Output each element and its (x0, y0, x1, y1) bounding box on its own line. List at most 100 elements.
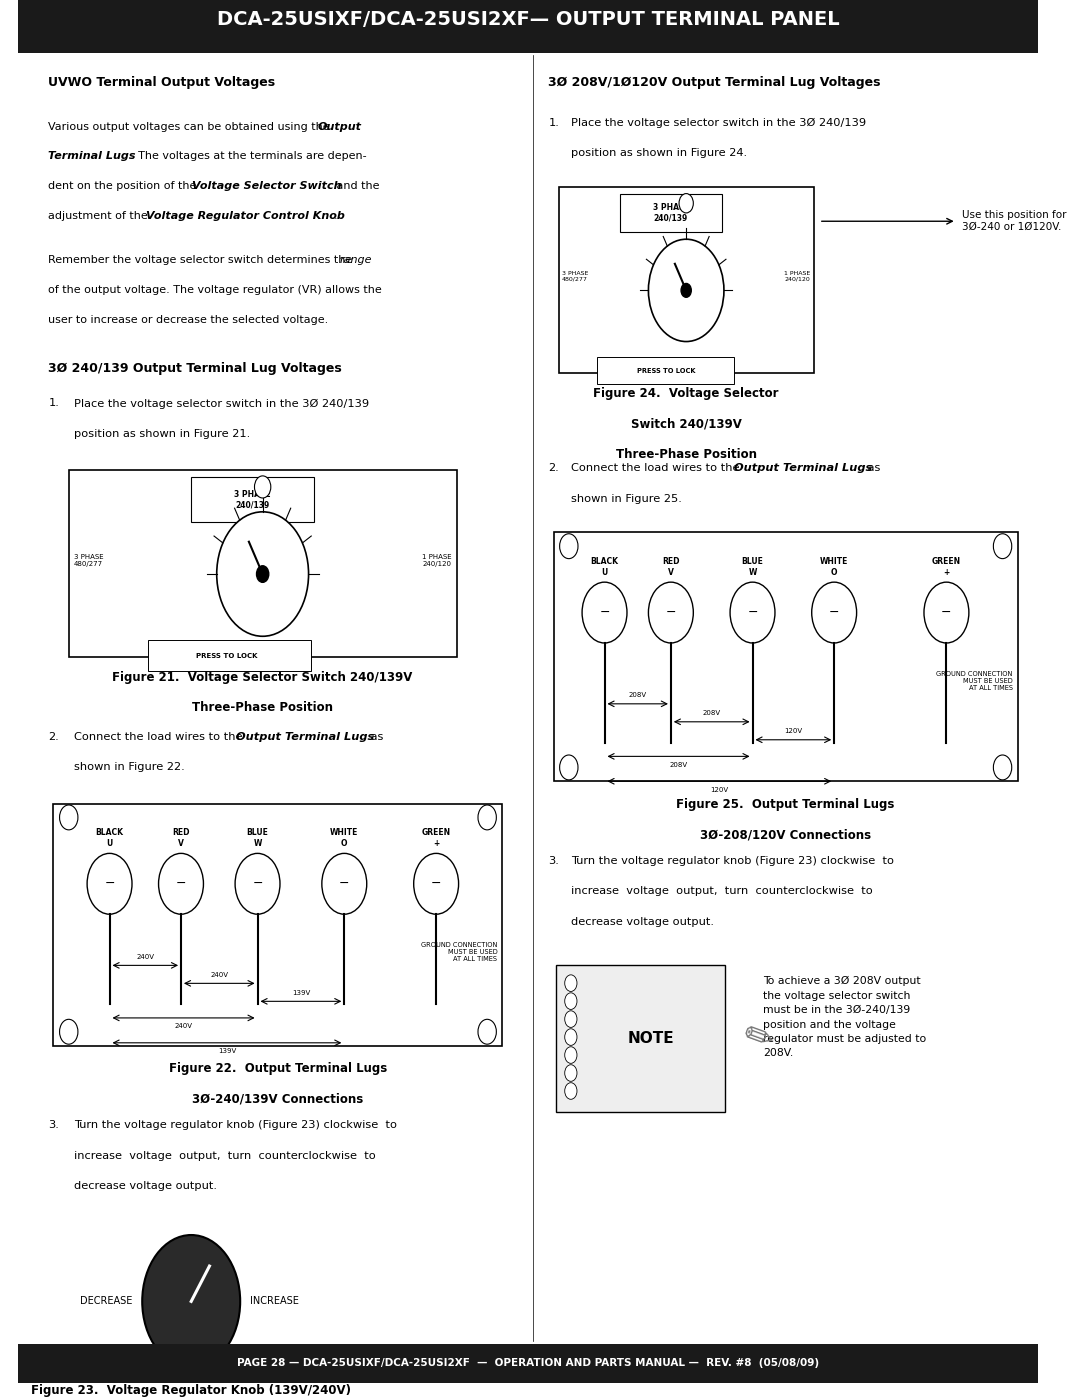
FancyBboxPatch shape (555, 965, 725, 1112)
Text: −: − (339, 877, 350, 890)
Text: increase  voltage  output,  turn  counterclockwise  to: increase voltage output, turn counterclo… (73, 1151, 376, 1161)
Text: decrease voltage output.: decrease voltage output. (73, 1180, 217, 1192)
Text: 240V: 240V (136, 954, 154, 960)
Text: −: − (105, 877, 114, 890)
Circle shape (582, 583, 627, 643)
FancyBboxPatch shape (558, 187, 813, 373)
Circle shape (478, 1020, 497, 1044)
Circle shape (322, 854, 367, 914)
Circle shape (924, 583, 969, 643)
Text: −: − (599, 606, 610, 619)
Text: Figure 22.  Output Terminal Lugs: Figure 22. Output Terminal Lugs (168, 1062, 387, 1076)
Text: PRESS TO LOCK: PRESS TO LOCK (636, 367, 696, 373)
Circle shape (565, 1011, 577, 1027)
Text: user to increase or decrease the selected voltage.: user to increase or decrease the selecte… (49, 314, 328, 326)
Text: PAGE 28 — DCA-25USIXF/DCA-25USI2XF  —  OPERATION AND PARTS MANUAL —  REV. #8  (0: PAGE 28 — DCA-25USIXF/DCA-25USI2XF — OPE… (237, 1358, 819, 1369)
Circle shape (812, 583, 856, 643)
FancyBboxPatch shape (191, 478, 313, 521)
Circle shape (143, 1235, 240, 1368)
Circle shape (87, 854, 132, 914)
Text: 208V: 208V (670, 761, 688, 768)
Text: 3Ø 208V/1Ø120V Output Terminal Lug Voltages: 3Ø 208V/1Ø120V Output Terminal Lug Volta… (549, 75, 881, 89)
Circle shape (255, 476, 271, 497)
Text: Output Terminal Lugs: Output Terminal Lugs (237, 732, 375, 742)
FancyBboxPatch shape (554, 532, 1017, 781)
Text: as: as (864, 464, 880, 474)
Circle shape (565, 975, 577, 992)
Circle shape (679, 194, 693, 212)
FancyBboxPatch shape (17, 1344, 1038, 1383)
Text: Figure 25.  Output Terminal Lugs: Figure 25. Output Terminal Lugs (676, 798, 895, 810)
Circle shape (59, 805, 78, 830)
Text: DECREASE: DECREASE (80, 1296, 132, 1306)
Text: Remember the voltage selector switch determines the: Remember the voltage selector switch det… (49, 256, 356, 265)
Text: WHITE
O: WHITE O (330, 828, 359, 848)
Text: Place the voltage selector switch in the 3Ø 240/139: Place the voltage selector switch in the… (73, 398, 369, 409)
Text: Connect the load wires to the: Connect the load wires to the (73, 732, 246, 742)
Text: GREEN
+: GREEN + (932, 557, 961, 577)
Text: To achieve a 3Ø 208V output
the voltage selector switch
must be in the 3Ø-240/13: To achieve a 3Ø 208V output the voltage … (762, 977, 926, 1059)
Circle shape (648, 583, 693, 643)
Text: −: − (665, 606, 676, 619)
FancyBboxPatch shape (69, 471, 457, 657)
Text: DCA-25USIXF/DCA-25USI2XF— OUTPUT TERMINAL PANEL: DCA-25USIXF/DCA-25USI2XF— OUTPUT TERMINA… (217, 10, 839, 29)
Text: 3Ø 240/139 Output Terminal Lug Voltages: 3Ø 240/139 Output Terminal Lug Voltages (49, 362, 342, 376)
Text: UVWO Terminal Output Voltages: UVWO Terminal Output Voltages (49, 75, 275, 89)
FancyBboxPatch shape (597, 356, 734, 384)
Text: range: range (339, 256, 372, 265)
Text: NOTE: NOTE (627, 1031, 674, 1046)
Text: decrease voltage output.: decrease voltage output. (571, 916, 714, 926)
Text: Switch 240/139V: Switch 240/139V (631, 418, 742, 430)
Text: . The voltages at the terminals are depen-: . The voltages at the terminals are depe… (131, 151, 366, 162)
Text: 240V: 240V (211, 972, 228, 978)
Text: 3 PHASE
240/139: 3 PHASE 240/139 (652, 203, 689, 222)
Circle shape (414, 854, 459, 914)
Text: 240V: 240V (175, 1024, 192, 1030)
Text: Figure 24.  Voltage Selector: Figure 24. Voltage Selector (593, 387, 779, 400)
Circle shape (217, 511, 309, 636)
FancyBboxPatch shape (148, 640, 311, 671)
Text: position as shown in Figure 21.: position as shown in Figure 21. (73, 429, 251, 439)
Text: 3 PHASE
240/139: 3 PHASE 240/139 (234, 490, 271, 509)
Text: Place the voltage selector switch in the 3Ø 240/139: Place the voltage selector switch in the… (571, 117, 866, 127)
Text: 3Ø-240/139V Connections: 3Ø-240/139V Connections (192, 1092, 364, 1105)
Text: Three-Phase Position: Three-Phase Position (616, 448, 757, 461)
Circle shape (648, 239, 724, 341)
Circle shape (994, 754, 1012, 780)
Circle shape (559, 534, 578, 559)
Circle shape (559, 754, 578, 780)
Text: .: . (334, 211, 337, 221)
Circle shape (565, 1065, 577, 1081)
Text: shown in Figure 25.: shown in Figure 25. (571, 493, 681, 504)
Text: Voltage Regulator Control Knob: Voltage Regulator Control Knob (146, 211, 345, 221)
Circle shape (681, 284, 691, 298)
Text: INCREASE: INCREASE (251, 1296, 299, 1306)
Text: Turn the voltage regulator knob (Figure 23) clockwise  to: Turn the voltage regulator knob (Figure … (571, 856, 894, 866)
FancyBboxPatch shape (17, 0, 1038, 53)
Text: 208V: 208V (703, 710, 720, 717)
FancyBboxPatch shape (620, 194, 721, 232)
Circle shape (257, 566, 269, 583)
Circle shape (565, 1083, 577, 1099)
Text: 120V: 120V (711, 787, 728, 792)
Text: Connect the load wires to the: Connect the load wires to the (571, 464, 743, 474)
Text: GROUND CONNECTION
MUST BE USED
AT ALL TIMES: GROUND CONNECTION MUST BE USED AT ALL TI… (936, 671, 1013, 690)
Text: 2.: 2. (549, 464, 559, 474)
Text: Various output voltages can be obtained using the: Various output voltages can be obtained … (49, 122, 334, 131)
Text: 1.: 1. (49, 398, 59, 408)
Text: increase  voltage  output,  turn  counterclockwise  to: increase voltage output, turn counterclo… (571, 886, 873, 897)
Text: of the output voltage. The voltage regulator (VR) allows the: of the output voltage. The voltage regul… (49, 285, 382, 295)
Text: −: − (253, 877, 262, 890)
Text: 139V: 139V (218, 1048, 237, 1055)
Text: Turn the voltage regulator knob (Figure 23) clockwise  to: Turn the voltage regulator knob (Figure … (73, 1120, 396, 1130)
Text: GROUND CONNECTION
MUST BE USED
AT ALL TIMES: GROUND CONNECTION MUST BE USED AT ALL TI… (421, 942, 498, 963)
Text: Figure 21.  Voltage Selector Switch 240/139V: Figure 21. Voltage Selector Switch 240/1… (112, 671, 413, 685)
Text: BLACK
U: BLACK U (591, 557, 619, 577)
Text: adjustment of the: adjustment of the (49, 211, 151, 221)
Text: WHITE
O: WHITE O (820, 557, 849, 577)
Text: as: as (367, 732, 383, 742)
Text: 1 PHASE
240/120: 1 PHASE 240/120 (422, 553, 451, 567)
Text: 120V: 120V (784, 728, 802, 735)
Text: Terminal Lugs: Terminal Lugs (49, 151, 136, 162)
Text: 3.: 3. (49, 1120, 59, 1130)
